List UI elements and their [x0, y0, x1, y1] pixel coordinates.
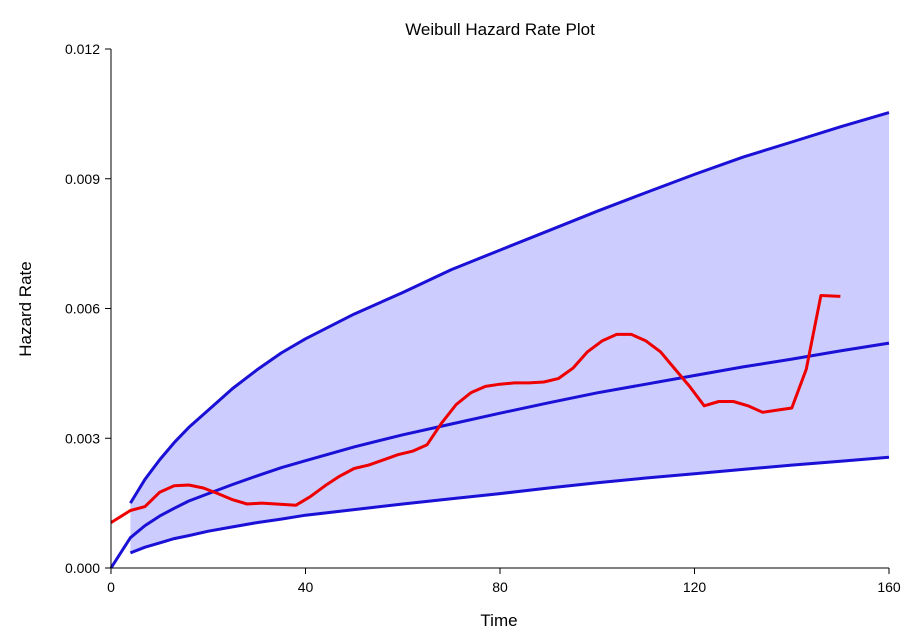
lower-bound-line — [129, 455, 890, 555]
y-tick-label: 0.012 — [65, 41, 100, 57]
x-tick-label: 40 — [298, 579, 314, 595]
y-tick-label: 0.006 — [65, 301, 100, 317]
confidence-band-area — [130, 112, 889, 553]
x-tick-label: 0 — [107, 579, 115, 595]
confidence-band-layer — [129, 111, 890, 555]
y-tick-label: 0.003 — [65, 430, 100, 446]
tick-marks: 0 40 80 120 160 0.000 0.003 0.006 0.009 0.012 — [65, 41, 901, 595]
upper-bound-line — [129, 111, 890, 504]
y-tick-label: 0.009 — [65, 171, 100, 187]
x-tick-label: 160 — [877, 579, 901, 595]
fitted-hazard-line — [109, 341, 890, 569]
empirical-hazard-line — [110, 294, 841, 524]
x-tick-label: 120 — [683, 579, 707, 595]
x-tick-label: 80 — [492, 579, 508, 595]
y-tick-label: 0.000 — [65, 560, 100, 576]
x-axis-label: Time — [480, 611, 517, 630]
chart-title: Weibull Hazard Rate Plot — [405, 20, 595, 39]
series-layer — [109, 294, 890, 569]
y-axis-label: Hazard Rate — [16, 261, 35, 356]
